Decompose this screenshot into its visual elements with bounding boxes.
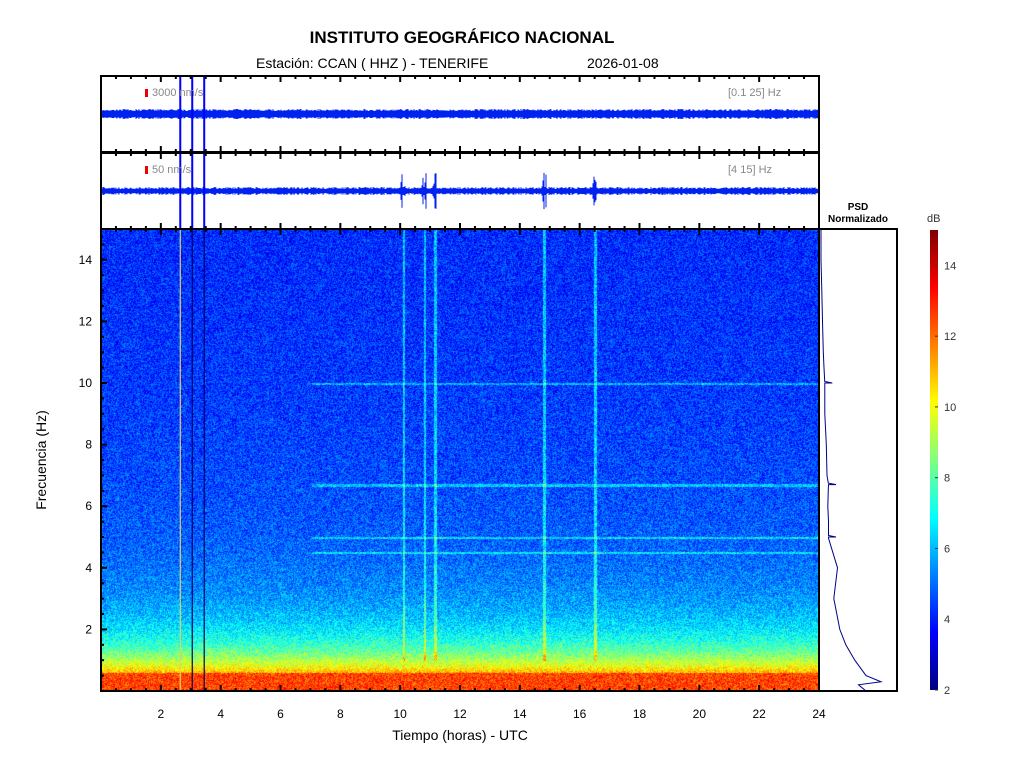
x-tick-label: 14: [513, 707, 527, 721]
x-tick-label: 22: [752, 707, 766, 721]
colorbar-tick-label: 8: [944, 473, 950, 485]
x-tick-label: 6: [277, 707, 284, 721]
colorbar-tick-label: 4: [944, 614, 950, 626]
y-tick-label: 8: [85, 438, 92, 452]
y-tick-label: 6: [85, 499, 92, 513]
psd-title-1: PSD: [848, 202, 869, 213]
spectrogram-panel: [101, 229, 819, 691]
x-tick-label: 4: [217, 707, 224, 721]
x-tick-label: 20: [693, 707, 707, 721]
scale-bar-1: [145, 89, 148, 97]
colorbar: [930, 230, 938, 690]
seismic-trace-1: [102, 109, 818, 119]
x-tick-label: 2: [157, 707, 164, 721]
y-tick-label: 10: [79, 376, 93, 390]
trace-1-band: [0.1 25] Hz: [728, 87, 781, 99]
x-tick-label: 10: [393, 707, 407, 721]
colorbar-tick-label: 14: [944, 260, 956, 272]
seismic-trace-2: [102, 173, 818, 209]
x-tick-label: 24: [812, 707, 826, 721]
x-tick-label: 18: [633, 707, 647, 721]
colorbar-tick-label: 10: [944, 402, 956, 414]
chart-frame: 3000 nm/s [0.1 25] Hz 50 nm/s [4 15] Hz …: [0, 0, 1024, 768]
trace-1-scale: 3000 nm/s: [152, 87, 204, 99]
psd-title-2: Normalizado: [828, 214, 888, 225]
x-tick-label: 16: [573, 707, 587, 721]
psd-panel: [819, 229, 897, 691]
x-axis-label: Tiempo (horas) - UTC: [392, 727, 528, 743]
colorbar-tick-label: 12: [944, 331, 956, 343]
x-tick-label: 12: [453, 707, 467, 721]
y-tick-label: 14: [79, 253, 93, 267]
colorbar-tick-label: 2: [944, 685, 950, 697]
y-tick-label: 12: [79, 314, 93, 328]
colorbar-label: dB: [927, 213, 940, 225]
trace-2-band: [4 15] Hz: [728, 164, 772, 176]
y-tick-label: 2: [85, 622, 92, 636]
scale-bar-2: [145, 166, 148, 174]
y-tick-label: 4: [85, 561, 92, 575]
colorbar-tick-label: 6: [944, 543, 950, 555]
y-axis-label: Frecuencia (Hz): [33, 410, 49, 510]
x-tick-label: 8: [337, 707, 344, 721]
trace-2-scale: 50 nm/s: [152, 164, 192, 176]
